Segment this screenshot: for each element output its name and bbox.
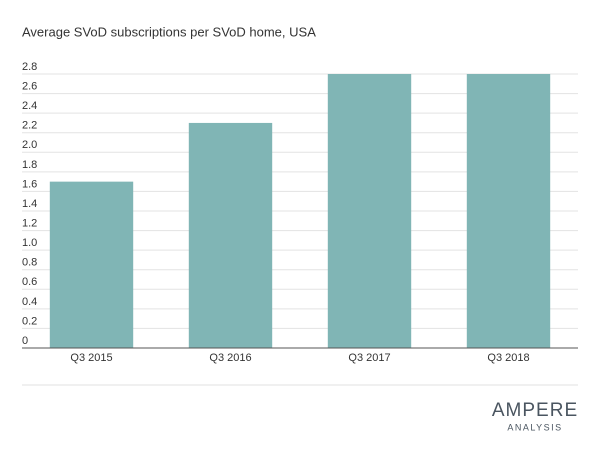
bar — [466, 74, 551, 348]
y-tick-label: 0.4 — [22, 296, 37, 308]
y-tick-label: 0 — [22, 335, 28, 347]
logo-tagline: ANALYSIS — [507, 422, 562, 432]
y-tick-label: 2.2 — [22, 120, 37, 132]
logo-name: AMPERE — [492, 400, 578, 421]
y-tick-label: 0.2 — [22, 315, 37, 327]
bar — [327, 74, 412, 348]
y-tick-label: 0.6 — [22, 276, 37, 288]
y-tick-label: 2.8 — [22, 61, 37, 73]
bar — [188, 122, 273, 348]
x-tick-label: Q3 2015 — [70, 352, 112, 364]
y-tick-label: 0.8 — [22, 257, 37, 269]
y-tick-label: 1.0 — [22, 237, 37, 249]
y-tick-label: 2.0 — [22, 139, 37, 151]
x-tick-label: Q3 2016 — [209, 352, 251, 364]
chart-title: Average SVoD subscriptions per SVoD home… — [22, 24, 316, 39]
x-tick-label: Q3 2017 — [348, 352, 390, 364]
y-tick-label: 1.6 — [22, 178, 37, 190]
y-tick-label: 1.4 — [22, 198, 37, 210]
y-tick-label: 1.8 — [22, 159, 37, 171]
y-tick-label: 2.6 — [22, 80, 37, 92]
x-tick-label: Q3 2018 — [487, 352, 529, 364]
y-tick-label: 1.2 — [22, 217, 37, 229]
bar — [49, 181, 134, 348]
y-tick-label: 2.4 — [22, 100, 37, 112]
